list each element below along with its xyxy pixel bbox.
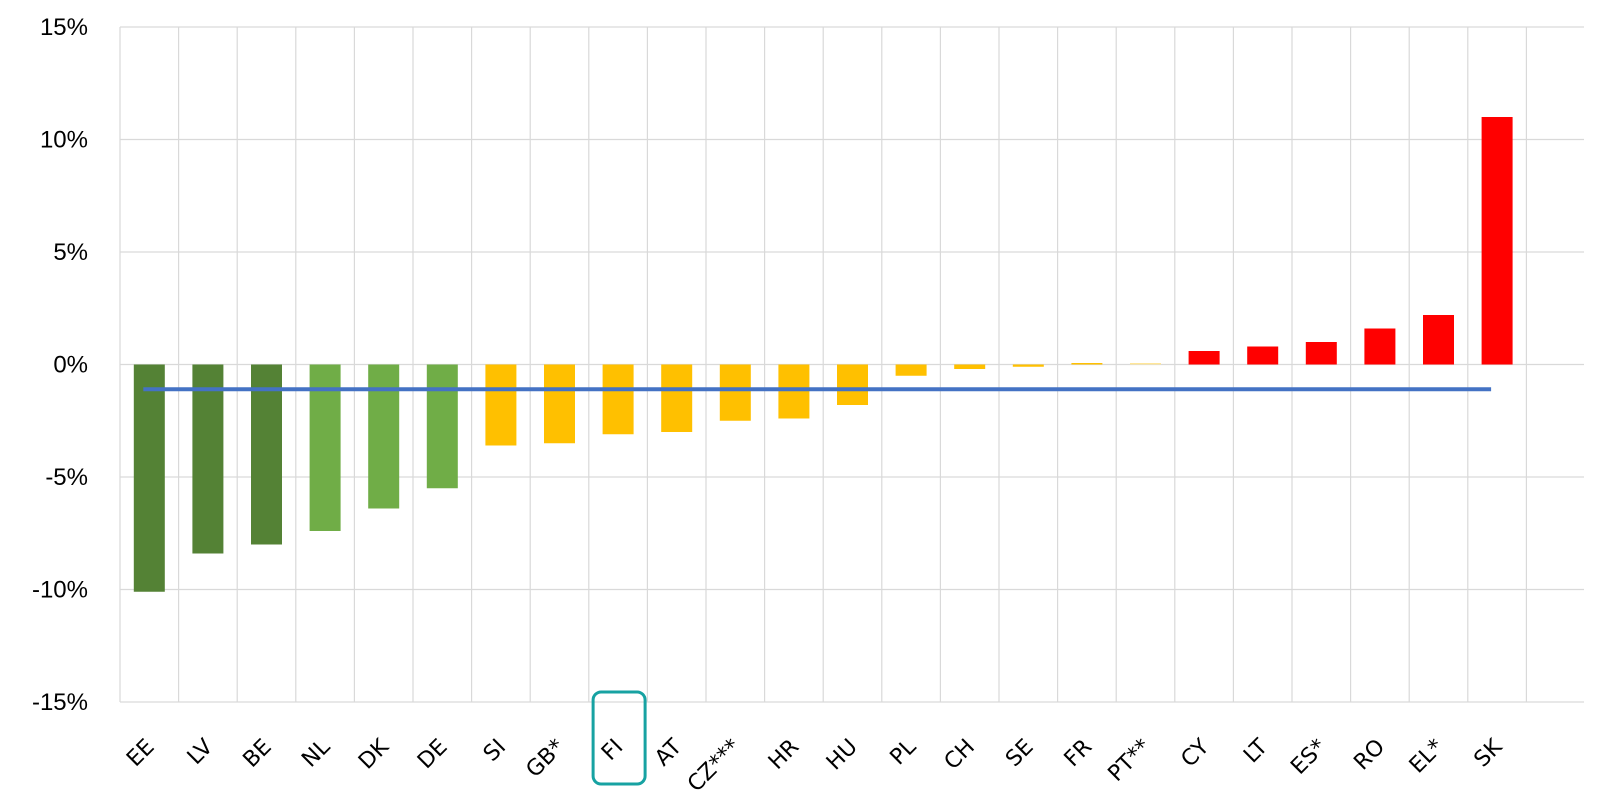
x-tick-label: FR: [1060, 735, 1097, 772]
x-tick-label: BE: [239, 735, 277, 773]
y-axis-tick-labels: 15% 10% 5% 0% -5% -10% -15%: [32, 14, 88, 716]
x-tick-label: ES*: [1286, 735, 1331, 780]
x-tick-label: HR: [764, 735, 804, 775]
x-tick-label: DK: [354, 734, 394, 774]
bar-el: [1423, 315, 1454, 365]
bar-fr: [1071, 363, 1103, 365]
y-tick-label: 10%: [40, 127, 88, 154]
x-tick-label: NL: [297, 734, 336, 773]
bar-de: [426, 364, 458, 489]
bar-hu: [837, 364, 868, 405]
x-tick-label: RO: [1349, 735, 1390, 776]
x-tick-label: DE: [413, 735, 452, 774]
x-tick-label: HU: [822, 735, 863, 776]
bar-dk: [368, 364, 400, 509]
x-tick-label: LV: [183, 735, 218, 770]
x-tick-label: PT**: [1104, 735, 1156, 787]
highlight-box: [591, 690, 647, 786]
x-tick-label: GB*: [522, 735, 570, 783]
x-tick-label: CZ***: [683, 735, 746, 798]
bar-lt: [1247, 346, 1279, 365]
x-tick-label: SI: [479, 735, 511, 767]
bar-hr: [778, 364, 810, 419]
bar-se: [1012, 364, 1044, 367]
bar-be: [251, 364, 282, 545]
bar-pl: [895, 364, 927, 376]
bar-gb: [544, 364, 575, 444]
bar-ro: [1364, 328, 1396, 365]
bar-ee: [133, 364, 165, 592]
bar-ch: [954, 364, 986, 369]
x-tick-label: FI: [597, 735, 628, 766]
y-tick-label: 5%: [53, 239, 88, 266]
bar-es: [1305, 342, 1337, 365]
y-tick-label: -15%: [32, 689, 88, 716]
bar-nl: [309, 364, 341, 531]
bar-pt: [1130, 363, 1161, 365]
x-tick-label: EL*: [1405, 735, 1449, 779]
bar-sk: [1481, 117, 1513, 365]
x-tick-label: CY: [1177, 734, 1215, 772]
bar-cy: [1188, 351, 1220, 365]
x-tick-label: PL: [886, 734, 922, 770]
x-tick-label: AT: [650, 734, 687, 771]
bar-si: [485, 364, 517, 446]
x-tick-label: EE: [122, 735, 159, 772]
x-tick-label: LT: [1239, 734, 1273, 768]
x-tick-label: SK: [1470, 734, 1508, 772]
bars: [133, 117, 1513, 592]
y-tick-label: 0%: [53, 352, 88, 379]
y-tick-label: 15%: [40, 14, 88, 41]
x-tick-label: SE: [1001, 735, 1038, 772]
gridlines: [119, 26, 1584, 703]
y-tick-label: -5%: [45, 464, 88, 491]
bar-fi: [602, 364, 634, 435]
y-tick-label: -10%: [32, 577, 88, 604]
x-tick-label: CH: [940, 735, 980, 775]
bar-cz: [719, 364, 751, 421]
bar-at: [661, 364, 693, 432]
bar-lv: [192, 364, 224, 554]
